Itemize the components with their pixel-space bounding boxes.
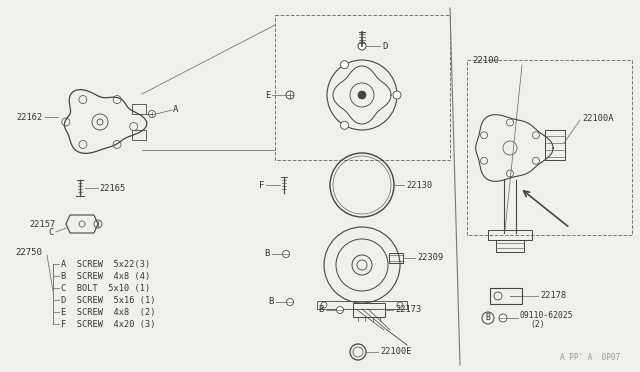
Circle shape xyxy=(499,314,507,322)
Bar xyxy=(467,60,632,235)
Bar xyxy=(132,130,146,140)
Text: F  SCREW  4x20 (3): F SCREW 4x20 (3) xyxy=(61,320,156,328)
Text: B: B xyxy=(264,250,270,259)
Bar xyxy=(496,240,524,252)
Bar xyxy=(545,130,565,160)
Text: A  SCREW  5x22(3): A SCREW 5x22(3) xyxy=(61,260,150,269)
Text: B: B xyxy=(486,314,490,323)
Circle shape xyxy=(337,307,344,314)
Text: B: B xyxy=(319,305,324,314)
Text: 22130: 22130 xyxy=(406,180,432,189)
Text: 22100A: 22100A xyxy=(582,113,614,122)
Text: C: C xyxy=(49,228,54,237)
Bar xyxy=(389,253,403,263)
Text: F: F xyxy=(259,180,264,189)
Text: 22100E: 22100E xyxy=(380,347,412,356)
Text: 22165: 22165 xyxy=(99,183,125,192)
Circle shape xyxy=(340,61,349,69)
Circle shape xyxy=(287,298,294,305)
Circle shape xyxy=(148,110,156,118)
Text: 22750: 22750 xyxy=(15,247,42,257)
Text: C  BOLT  5x10 (1): C BOLT 5x10 (1) xyxy=(61,283,150,292)
Circle shape xyxy=(340,121,349,129)
Text: 22162: 22162 xyxy=(17,112,43,122)
Text: 22157: 22157 xyxy=(29,219,56,228)
Text: E: E xyxy=(264,90,270,99)
Text: B: B xyxy=(269,298,274,307)
Text: (2): (2) xyxy=(530,321,545,330)
Text: D  SCREW  5x16 (1): D SCREW 5x16 (1) xyxy=(61,295,156,305)
Text: 22309: 22309 xyxy=(417,253,444,263)
Circle shape xyxy=(282,250,289,257)
Text: E  SCREW  4x8  (2): E SCREW 4x8 (2) xyxy=(61,308,156,317)
Circle shape xyxy=(393,91,401,99)
Text: 22173: 22173 xyxy=(395,305,421,314)
Text: A: A xyxy=(173,105,179,113)
Circle shape xyxy=(358,91,366,99)
Bar xyxy=(353,303,385,317)
Circle shape xyxy=(358,42,366,50)
Circle shape xyxy=(286,91,294,99)
Text: 22100: 22100 xyxy=(472,55,499,64)
Text: 09110-62025: 09110-62025 xyxy=(520,311,573,320)
Text: 22178: 22178 xyxy=(540,292,566,301)
Text: D: D xyxy=(382,42,387,51)
Text: A PP' A  0P07: A PP' A 0P07 xyxy=(560,353,620,362)
Bar xyxy=(275,15,450,160)
Bar xyxy=(132,104,146,114)
Bar xyxy=(317,301,407,309)
Bar xyxy=(488,230,532,240)
Bar xyxy=(490,288,522,304)
Text: B  SCREW  4x8 (4): B SCREW 4x8 (4) xyxy=(61,272,150,280)
